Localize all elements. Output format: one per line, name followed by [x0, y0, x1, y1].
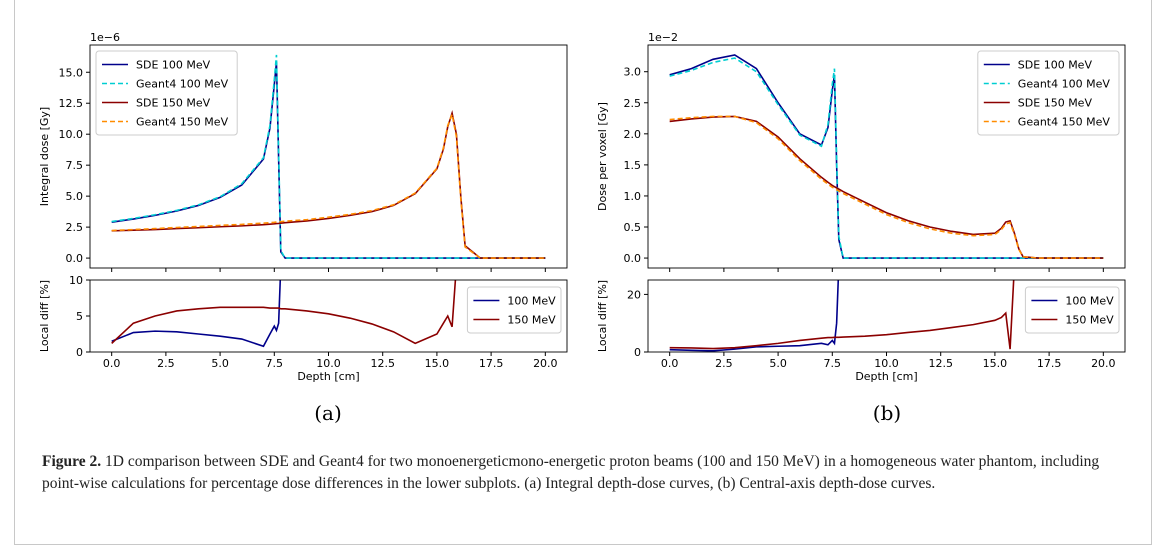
figure-frame: [14, 0, 1152, 545]
y-tick-label: 1.5: [624, 159, 642, 172]
y-tick-label: 0.0: [624, 252, 642, 265]
series-line: [111, 280, 282, 348]
x-tick-label: 12.5: [928, 357, 953, 370]
series-line: [111, 54, 546, 259]
y-tick-label: 5: [76, 310, 83, 323]
x-tick-label: 5.0: [769, 357, 787, 370]
y-tick-label: 0: [634, 346, 641, 359]
legend-box: [977, 50, 1120, 136]
x-tick-label: 5.0: [211, 357, 229, 370]
x-tick-label: 2.5: [157, 357, 175, 370]
legend-label: Geant4 100 MeV: [136, 78, 229, 91]
x-tick-label: 17.5: [479, 357, 504, 370]
legend-label: 100 MeV: [507, 295, 556, 308]
legend-box: [95, 50, 238, 136]
y-tick-label: 5.0: [66, 190, 84, 203]
y-tick-label: 3.0: [624, 66, 642, 79]
y-axis-label: Local diff [%]: [596, 280, 609, 352]
y-tick-label: 12.5: [59, 97, 84, 110]
legend-box: [1024, 286, 1120, 334]
y-tick-label: 7.5: [66, 159, 84, 172]
x-tick-label: 15.0: [425, 357, 450, 370]
y-tick-label: 10: [69, 274, 83, 287]
legend-box: [466, 286, 562, 334]
y-axis-label: Dose per voxel [Gy]: [596, 102, 609, 211]
series-line: [669, 280, 840, 352]
x-axis-label: Depth [cm]: [855, 370, 917, 383]
x-tick-label: 17.5: [1037, 357, 1062, 370]
caption: Figure 2. 1D comparison between SDE and …: [42, 451, 1132, 495]
axes-frame: [647, 44, 1126, 269]
legend-label: 100 MeV: [1065, 295, 1114, 308]
series-line: [669, 280, 1015, 350]
x-tick-label: 7.5: [824, 357, 842, 370]
series-line: [111, 109, 546, 259]
y-tick-label: 0.0: [66, 252, 84, 265]
legend-label: SDE 100 MeV: [1018, 59, 1093, 72]
series-line: [669, 57, 1104, 259]
x-tick-label: 7.5: [266, 357, 284, 370]
y-tick-label: 15.0: [59, 66, 84, 79]
y-tick-label: 1.0: [624, 190, 642, 203]
x-tick-label: 10.0: [874, 357, 899, 370]
x-tick-label: 15.0: [983, 357, 1008, 370]
legend-label: SDE 100 MeV: [136, 59, 211, 72]
legend-label: SDE 150 MeV: [1018, 97, 1093, 110]
figure: (a) (b) 0.0 2.5 5.0 7.5 10.0 12.5 15.0 Integral…: [38, 31, 1126, 425]
panel-label: (b): [873, 401, 901, 425]
x-tick-label: 20.0: [533, 357, 558, 370]
offset-text: 1e−6: [90, 31, 120, 44]
y-axis-label: Local diff [%]: [38, 280, 51, 352]
x-tick-label: 12.5: [370, 357, 395, 370]
x-tick-label: 10.0: [316, 357, 341, 370]
x-axis-label: Depth [cm]: [297, 370, 359, 383]
y-tick-label: 2.5: [624, 97, 642, 110]
legend-label: 150 MeV: [507, 314, 556, 327]
x-tick-label: 20.0: [1091, 357, 1116, 370]
legend-label: 150 MeV: [1065, 314, 1114, 327]
x-tick-label: 0.0: [103, 357, 121, 370]
series-line: [111, 111, 546, 259]
panel-label: (a): [314, 401, 342, 425]
axes-frame: [89, 44, 568, 269]
caption-text: 1D comparison between SDE and Geant4 for…: [42, 453, 1100, 492]
caption-label: Figure 2.: [42, 453, 102, 470]
y-tick-label: 0: [76, 346, 83, 359]
offset-text: 1e−2: [648, 31, 678, 44]
series-line: [111, 280, 457, 345]
series-line: [669, 115, 1104, 259]
axes-frame: [89, 279, 568, 353]
legend-label: Geant4 100 MeV: [1018, 78, 1111, 91]
axes-frame: [647, 279, 1126, 353]
legend-label: SDE 150 MeV: [136, 97, 211, 110]
legend-label: Geant4 150 MeV: [1018, 116, 1111, 129]
y-tick-label: 2.0: [624, 128, 642, 141]
series-line: [669, 115, 1104, 259]
y-tick-label: 10.0: [59, 128, 84, 141]
y-axis-label: Integral dose [Gy]: [38, 107, 51, 206]
y-tick-label: 0.5: [624, 221, 642, 234]
y-tick-label: 20: [627, 288, 641, 301]
x-tick-label: 0.0: [661, 357, 679, 370]
legend-label: Geant4 150 MeV: [136, 116, 229, 129]
x-tick-label: 2.5: [715, 357, 733, 370]
y-tick-label: 2.5: [66, 221, 84, 234]
